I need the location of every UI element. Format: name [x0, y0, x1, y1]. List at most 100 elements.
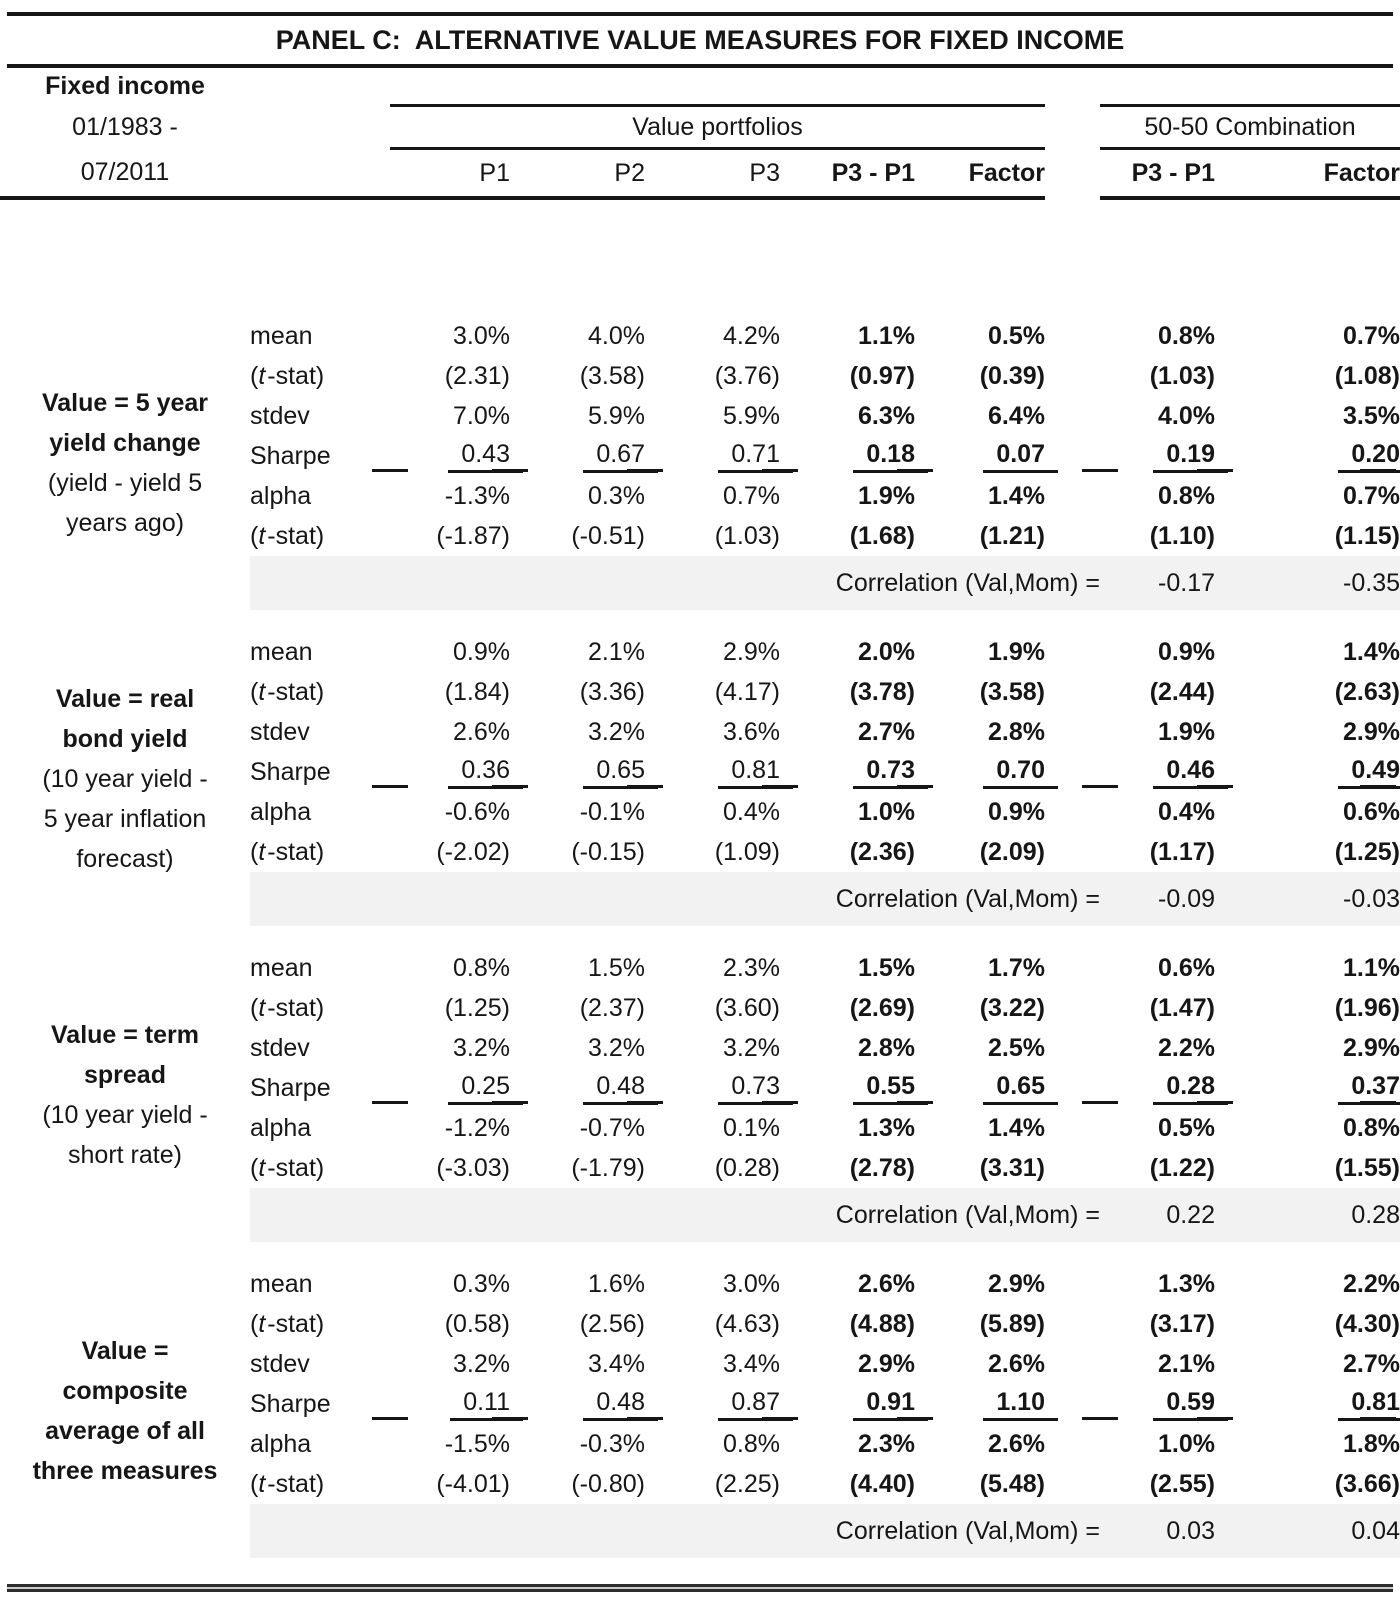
stat-label: mean: [250, 1269, 313, 1298]
measure-label: Value = term spread (10 year yield - shor…: [0, 948, 250, 1242]
value-cell: 2.9%: [988, 1269, 1045, 1298]
column-gap: [1045, 1424, 1100, 1464]
stat-row: (t-stat) (-4.01) (-0.80) (2.25) (4.40) (5.48)…: [0, 1464, 1400, 1504]
value-cell: 2.8%: [858, 1033, 915, 1062]
value-cell: 3.2%: [588, 717, 645, 746]
value-cell: 3.2%: [723, 1033, 780, 1062]
value-cell: 3.4%: [588, 1349, 645, 1378]
sharpe-value: 0.55: [853, 1072, 928, 1105]
column-gap: [1045, 632, 1100, 672]
correlation-row: Correlation (Val,Mom) = -0.17 -0.35: [0, 556, 1400, 610]
value-cell: 4.0%: [1158, 401, 1215, 430]
stat-row: stdev 7.0% 5.9% 5.9% 6.3% 6.4% 4.0% 3.5%: [0, 396, 1400, 436]
column-gap: [1045, 1304, 1100, 1344]
value-cell: (5.48): [979, 1469, 1045, 1498]
sharpe-value: 0.70: [983, 756, 1058, 789]
period-label-line-3: 07/2011: [0, 148, 250, 200]
measure-name: Value = composite average of all three m…: [32, 1337, 218, 1485]
empty-cell: [1100, 68, 1400, 106]
column-gap: [1045, 792, 1100, 832]
column-gap: [1045, 68, 1100, 106]
empty-cell: [250, 148, 390, 200]
value-cell: 2.9%: [723, 637, 780, 666]
value-cell: 0.8%: [1158, 321, 1215, 350]
stat-row: alpha -1.3% 0.3% 0.7% 1.9% 1.4% 0.8% 0.7%: [0, 476, 1400, 516]
value-cell: 0.07: [897, 436, 1058, 476]
value-cell: 0.28: [1082, 1068, 1228, 1108]
value-cell: (3.78): [849, 677, 915, 706]
value-cell: (1.96): [1334, 993, 1400, 1022]
correlation-row: Correlation (Val,Mom) = 0.03 0.04: [0, 1504, 1400, 1558]
value-cell: (-0.51): [571, 521, 645, 550]
value-cell: (1.21): [979, 521, 1045, 550]
stat-row: Value = term spread (10 year yield - shor…: [0, 948, 1400, 1170]
value-cell: 2.2%: [1343, 1269, 1400, 1298]
spacer-row: [0, 610, 1400, 632]
sharpe-value: 0.37: [1338, 1072, 1400, 1105]
value-cell: (3.36): [579, 677, 645, 706]
value-cell: 0.71: [627, 436, 793, 476]
value-cell: (3.58): [579, 361, 645, 390]
value-cell: 0.7%: [1343, 321, 1400, 350]
correlation-row: Correlation (Val,Mom) = -0.09 -0.03: [0, 872, 1400, 926]
value-cell: 0.36: [372, 752, 523, 792]
value-cell: 0.6%: [1158, 953, 1215, 982]
value-cell: 3.0%: [453, 321, 510, 350]
sharpe-value: 0.19: [1153, 440, 1228, 473]
value-cell: 5.9%: [588, 401, 645, 430]
value-cell: (2.31): [444, 361, 510, 390]
value-cell: 0.6%: [1343, 797, 1400, 826]
col-header-p2: P2: [510, 148, 645, 200]
value-cell: 0.65: [492, 752, 658, 792]
value-cell: (1.84): [444, 677, 510, 706]
value-cell: 2.5%: [988, 1033, 1045, 1062]
sharpe-value: 0.87: [718, 1388, 793, 1421]
measure-definition: (10 year yield - short rate): [42, 1101, 208, 1169]
value-cell: 1.5%: [858, 953, 915, 982]
panel-title: PANEL C: ALTERNATIVE VALUE MEASURES FOR …: [275, 25, 1125, 55]
stat-row: Value = real bond yield (10 year yield - …: [0, 632, 1400, 874]
value-cell: 0.81: [1197, 1384, 1400, 1424]
value-cell: 4.2%: [723, 321, 780, 350]
value-cell: -1.2%: [444, 1113, 510, 1142]
value-cell: 1.0%: [858, 797, 915, 826]
stat-label: mean: [250, 637, 313, 666]
value-cell: (1.55): [1334, 1153, 1400, 1182]
stat-label: (t-stat): [250, 837, 325, 866]
value-cell: 0.65: [897, 1068, 1058, 1108]
sharpe-value: 0.48: [583, 1072, 658, 1105]
value-cell: 1.6%: [588, 1269, 645, 1298]
value-cell: 0.8%: [1343, 1113, 1400, 1142]
value-cell: 0.73: [627, 1068, 793, 1108]
column-gap: [1045, 988, 1100, 1028]
stat-row: Sharpe 0.36 0.65 0.81 0.73 0.70 0.46 0.49: [0, 752, 1400, 792]
stat-label: stdev: [250, 401, 310, 430]
value-cell: 0.5%: [988, 321, 1045, 350]
stat-row: stdev 3.2% 3.4% 3.4% 2.9% 2.6% 2.1% 2.7%: [0, 1344, 1400, 1384]
value-cell: 0.49: [1197, 752, 1400, 792]
value-cell: 0.67: [492, 436, 658, 476]
value-cell: (3.58): [979, 677, 1045, 706]
spacer-row: [0, 1242, 1400, 1264]
column-gap: [1045, 476, 1100, 516]
value-cell: (1.47): [1149, 993, 1215, 1022]
value-cell: (1.03): [714, 521, 780, 550]
value-cell: 0.87: [627, 1384, 793, 1424]
value-cell: (-3.03): [436, 1153, 510, 1182]
value-cell: 2.6%: [988, 1429, 1045, 1458]
column-gap: [1045, 396, 1100, 436]
sharpe-value: 0.28: [1153, 1072, 1228, 1105]
value-cell: 2.6%: [453, 717, 510, 746]
stat-row: (t-stat) (-1.87) (-0.51) (1.03) (1.68) (1.21)…: [0, 516, 1400, 556]
panel-c-page: PANEL C: ALTERNATIVE VALUE MEASURES FOR …: [0, 12, 1400, 1620]
value-cell: 2.3%: [723, 953, 780, 982]
measure-definition: (10 year yield - 5 year inflation foreca…: [42, 765, 208, 873]
header-row-1: Fixed income: [0, 68, 1400, 106]
column-gap: [1045, 106, 1100, 149]
value-cell: 2.8%: [988, 717, 1045, 746]
value-cell: (0.97): [849, 361, 915, 390]
measure-name: Value = 5 year yield change: [41, 389, 209, 457]
sharpe-value: 1.10: [983, 1388, 1058, 1421]
sharpe-value: 0.49: [1338, 756, 1400, 789]
sharpe-value: 0.11: [450, 1388, 523, 1421]
